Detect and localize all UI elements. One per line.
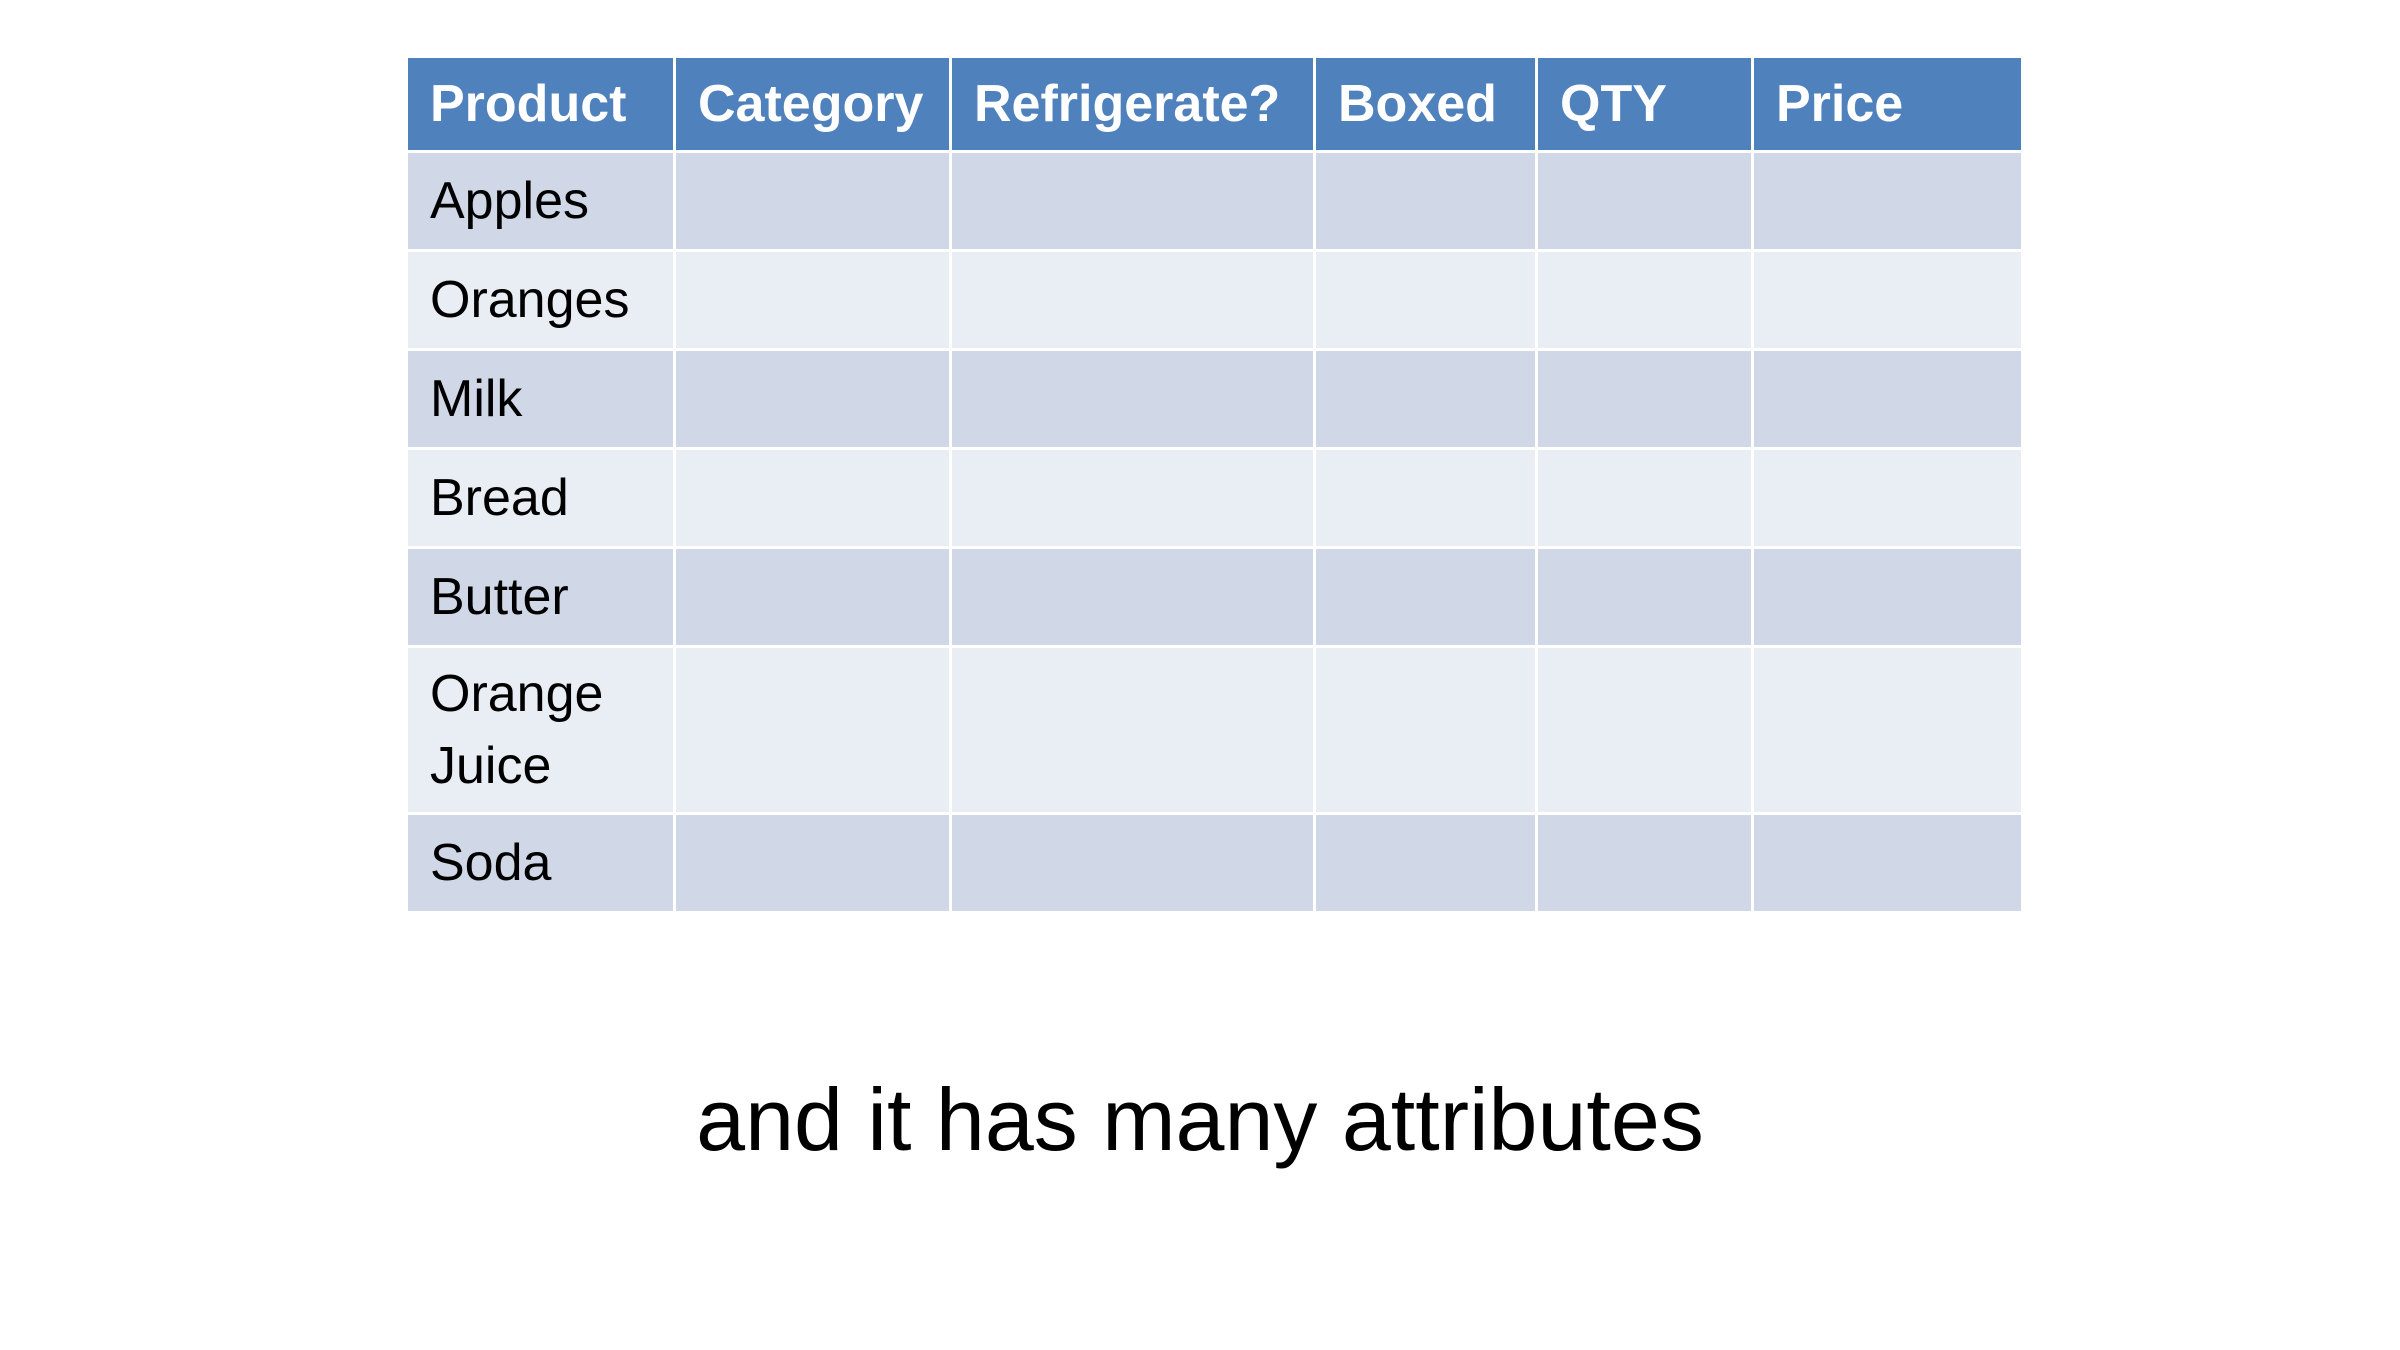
category-cell (673, 812, 952, 914)
qty-cell (1535, 150, 1754, 252)
boxed-cell (1313, 447, 1538, 549)
price-cell (1751, 249, 2024, 351)
boxed-cell (1313, 348, 1538, 450)
header-product: Product (405, 55, 676, 153)
refrigerate-cell (949, 447, 1316, 549)
table-row: Orange Juice (405, 645, 2024, 815)
qty-cell (1535, 447, 1754, 549)
header-price: Price (1751, 55, 2024, 153)
category-cell (673, 546, 952, 648)
slide-caption: and it has many attributes (696, 1070, 1704, 1169)
table-row: Oranges (405, 249, 2024, 351)
category-cell (673, 150, 952, 252)
table-row: Soda (405, 812, 2024, 914)
header-category: Category (673, 55, 952, 153)
table-row: Butter (405, 546, 2024, 648)
table-header-row: Product Category Refrigerate? Boxed QTY … (405, 55, 2024, 153)
refrigerate-cell (949, 150, 1316, 252)
refrigerate-cell (949, 249, 1316, 351)
product-cell: Oranges (405, 249, 676, 351)
product-cell: Bread (405, 447, 676, 549)
product-table: Product Category Refrigerate? Boxed QTY … (405, 55, 2024, 914)
boxed-cell (1313, 812, 1538, 914)
price-cell (1751, 546, 2024, 648)
qty-cell (1535, 645, 1754, 815)
refrigerate-cell (949, 812, 1316, 914)
header-qty: QTY (1535, 55, 1754, 153)
product-cell: Orange Juice (405, 645, 676, 815)
refrigerate-cell (949, 645, 1316, 815)
table-row: Apples (405, 150, 2024, 252)
boxed-cell (1313, 645, 1538, 815)
category-cell (673, 348, 952, 450)
price-cell (1751, 812, 2024, 914)
refrigerate-cell (949, 546, 1316, 648)
price-cell (1751, 348, 2024, 450)
product-cell: Milk (405, 348, 676, 450)
product-cell: Soda (405, 812, 676, 914)
header-boxed: Boxed (1313, 55, 1538, 153)
qty-cell (1535, 546, 1754, 648)
boxed-cell (1313, 546, 1538, 648)
boxed-cell (1313, 150, 1538, 252)
category-cell (673, 645, 952, 815)
qty-cell (1535, 348, 1754, 450)
qty-cell (1535, 812, 1754, 914)
price-cell (1751, 150, 2024, 252)
refrigerate-cell (949, 348, 1316, 450)
price-cell (1751, 447, 2024, 549)
category-cell (673, 249, 952, 351)
category-cell (673, 447, 952, 549)
qty-cell (1535, 249, 1754, 351)
product-cell: Butter (405, 546, 676, 648)
table-row: Milk (405, 348, 2024, 450)
price-cell (1751, 645, 2024, 815)
header-refrigerate: Refrigerate? (949, 55, 1316, 153)
boxed-cell (1313, 249, 1538, 351)
product-cell: Apples (405, 150, 676, 252)
table-row: Bread (405, 447, 2024, 549)
